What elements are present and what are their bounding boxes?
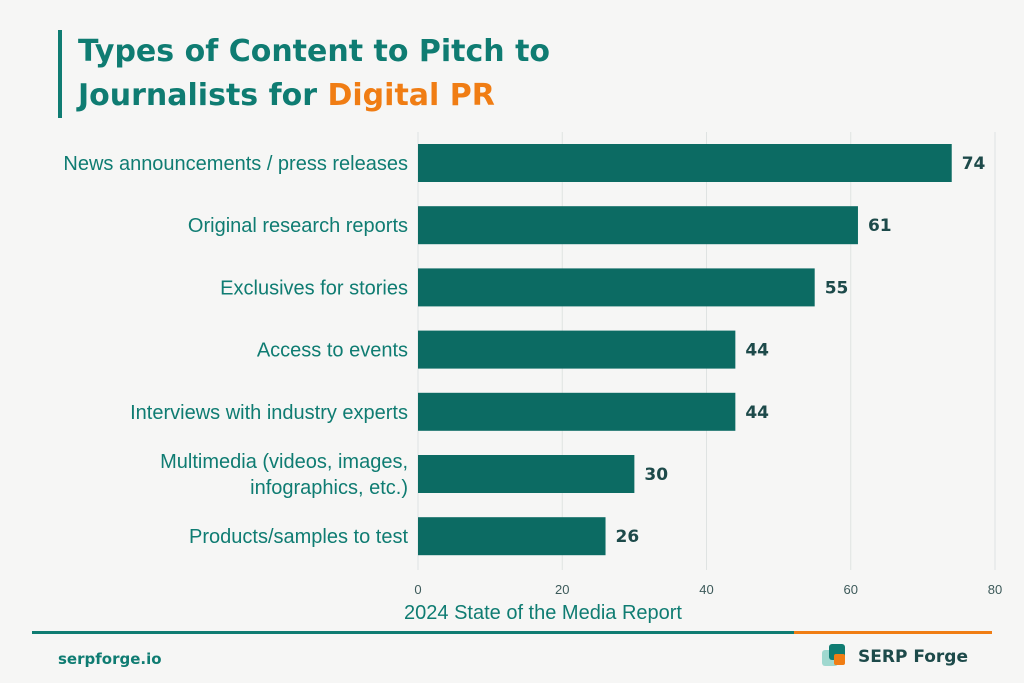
bar xyxy=(418,392,736,431)
label-layer: 74 News announcements / press releases 61 O… xyxy=(63,153,985,548)
category-label: infographics, etc.) xyxy=(250,477,408,499)
footer-divider-teal xyxy=(32,631,794,634)
title-line-1: Types of Content to Pitch to xyxy=(78,34,551,69)
x-tick-label: 40 xyxy=(699,582,713,597)
value-label: 61 xyxy=(868,216,892,236)
category-label: Multimedia (videos, images, xyxy=(160,451,408,473)
x-tick-label: 0 xyxy=(414,582,421,597)
x-tick-label: 20 xyxy=(555,582,569,597)
value-label: 30 xyxy=(644,465,668,485)
bar xyxy=(418,268,815,307)
title-line-2: Journalists for Digital PR xyxy=(78,74,550,118)
category-label: News announcements / press releases xyxy=(63,153,408,175)
value-label: 26 xyxy=(616,527,640,547)
bar-chart: 74 News announcements / press releases 61 O… xyxy=(63,132,1002,624)
title-accent: Digital PR xyxy=(327,78,495,113)
bar xyxy=(418,517,606,556)
tick-layer: 0 20 40 60 80 xyxy=(414,582,1002,597)
value-label: 74 xyxy=(962,154,986,174)
bar xyxy=(418,206,858,245)
category-label: Original research reports xyxy=(188,215,408,237)
category-label: Exclusives for stories xyxy=(220,277,408,299)
footer-divider-orange xyxy=(794,631,992,634)
brand-name: SERP Forge xyxy=(858,647,969,667)
value-label: 44 xyxy=(745,341,769,361)
title-text: Journalists for xyxy=(78,78,328,113)
x-tick-label: 60 xyxy=(844,582,858,597)
serp-forge-logo-icon xyxy=(822,644,848,670)
brand-logo: SERP Forge xyxy=(822,644,968,670)
category-label: Interviews with industry experts xyxy=(130,402,408,424)
x-tick-label: 80 xyxy=(988,582,1002,597)
bar xyxy=(418,330,736,369)
value-label: 44 xyxy=(745,403,769,423)
value-label: 55 xyxy=(825,278,849,298)
bar xyxy=(418,144,952,182)
bar-layer xyxy=(418,144,952,556)
x-axis-label: 2024 State of the Media Report xyxy=(404,602,682,624)
site-url: serpforge.io xyxy=(58,650,162,668)
chart-title: Types of Content to Pitch to Journalists… xyxy=(58,30,550,118)
category-label: Products/samples to test xyxy=(189,526,408,548)
category-label: Access to events xyxy=(257,340,408,362)
bar xyxy=(418,455,635,493)
